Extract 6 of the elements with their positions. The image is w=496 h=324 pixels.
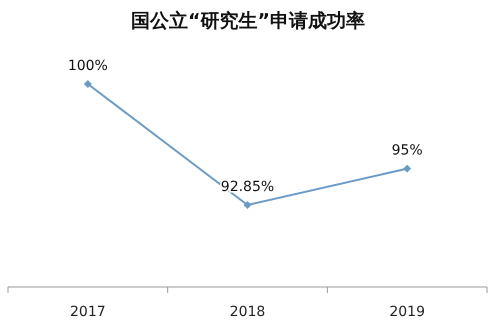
x-tick-label: 2018	[230, 304, 266, 320]
data-label: 95%	[392, 142, 423, 159]
data-label: 100%	[68, 58, 108, 74]
x-tick-label: 2017	[70, 304, 106, 320]
chart-title: 国公立“研究生”申请成功率	[131, 10, 365, 32]
x-tick-label: 2019	[389, 304, 425, 320]
